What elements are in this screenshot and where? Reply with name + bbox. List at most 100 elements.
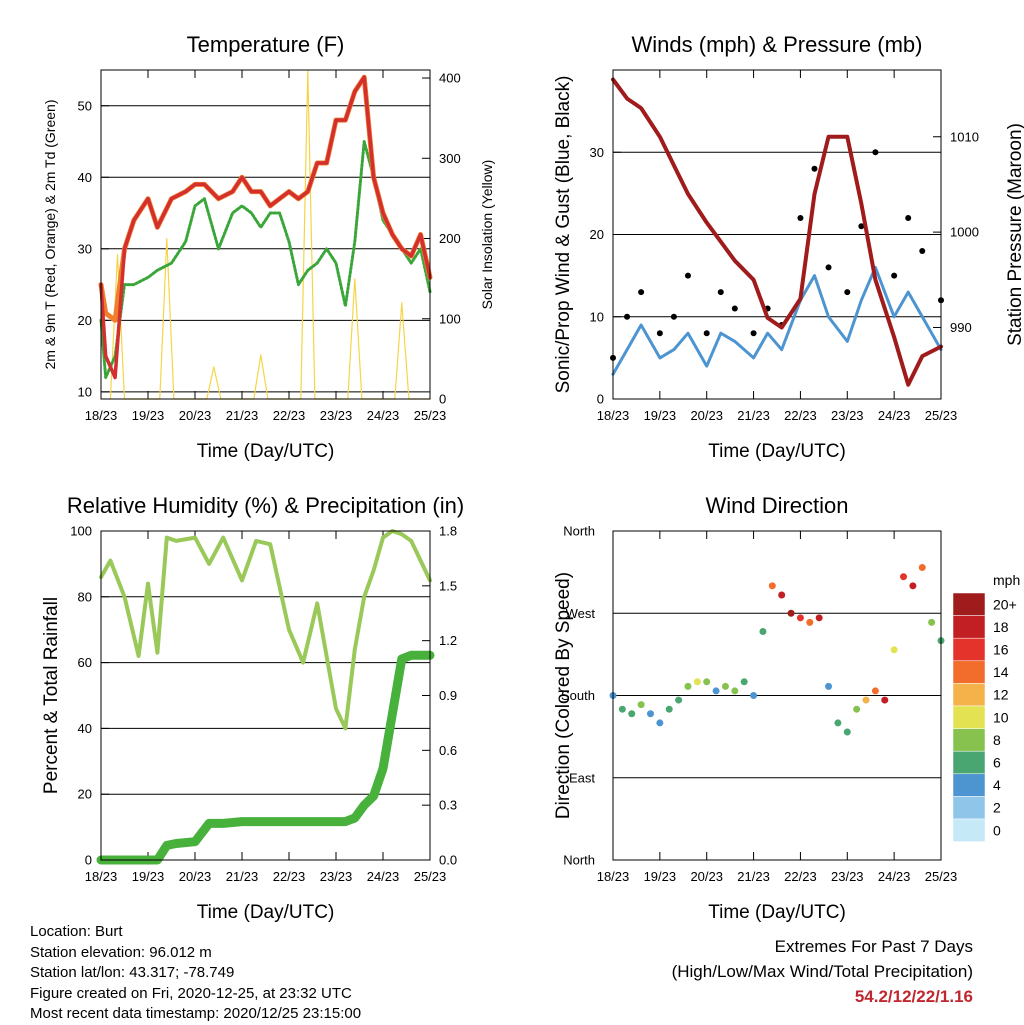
legend-label: 0 <box>993 822 1001 838</box>
gust-point <box>703 330 710 337</box>
direction-point <box>928 618 936 626</box>
y-right-tick-label: 300 <box>439 151 461 166</box>
direction-point <box>665 705 673 713</box>
gust-point <box>858 223 865 230</box>
wind-line <box>611 265 943 376</box>
legend-label: 2 <box>993 800 1001 816</box>
y-tick-label: North <box>563 524 595 539</box>
y-right-tick-label: 1000 <box>950 225 979 240</box>
x-axis-label: Time (Day/UTC) <box>708 902 846 923</box>
y-axis-right-label: Station Pressure (Maroon) <box>1005 123 1024 346</box>
legend-label: 10 <box>993 709 1009 725</box>
x-tick-label: 19/23 <box>132 869 165 884</box>
plot-frame <box>612 69 942 400</box>
x-tick-label: 23/23 <box>320 408 353 423</box>
station-info: Location: Burt Station elevation: 96.012… <box>30 922 361 1025</box>
y-tick-label: 50 <box>78 98 92 113</box>
legend-label: 14 <box>993 664 1009 680</box>
y-axis-label: Percent & Total Rainfall <box>41 597 62 794</box>
direction-point <box>656 719 664 727</box>
wind-direction-panel: Wind Direction Time (Day/UTC) Direction (C… <box>553 493 957 923</box>
y-axis-label: Direction (Colored By Speed) <box>553 572 574 819</box>
panel-title: Wind Direction <box>705 493 848 518</box>
x-tick-label: 24/23 <box>367 408 400 423</box>
y-tick-label: 30 <box>590 145 604 160</box>
y-tick-label: West <box>566 606 596 621</box>
direction-point <box>871 687 879 695</box>
gust-point <box>905 215 912 222</box>
plot-frame <box>100 530 431 861</box>
x-tick-label: 19/23 <box>132 408 165 423</box>
direction-point <box>637 701 645 709</box>
legend-label: 16 <box>993 642 1009 658</box>
gust-point <box>670 313 677 320</box>
legend-swatch <box>952 615 986 639</box>
y-right-tick-label: 1.8 <box>439 524 457 539</box>
gust-point <box>717 289 724 296</box>
legend-swatch <box>952 750 986 775</box>
direction-point <box>890 646 898 654</box>
panel-title: Winds (mph) & Pressure (mb) <box>632 32 923 57</box>
direction-point <box>712 687 720 695</box>
y-axis-label: 2m & 9m T (Red, Orange) & 2m Td (Green) <box>42 100 58 370</box>
direction-point <box>834 719 842 727</box>
winds-pressure-panel: Winds (mph) & Pressure (mb) Time (Day/UTC… <box>553 32 1024 462</box>
y-tick-label: 20 <box>78 787 92 802</box>
x-tick-label: 25/23 <box>414 408 447 423</box>
x-tick-label: 23/23 <box>320 869 353 884</box>
legend-swatch <box>952 660 986 684</box>
direction-point <box>740 678 748 686</box>
y-tick-label: 10 <box>78 384 92 399</box>
panel-title: Relative Humidity (%) & Precipitation (i… <box>67 493 464 518</box>
gust-point <box>811 165 818 172</box>
x-tick-label: 25/23 <box>925 869 958 884</box>
legend-label: 20+ <box>993 596 1017 612</box>
latlon-text: Station lat/lon: 43.317; -78.749 <box>30 964 235 981</box>
y-tick-label: 80 <box>78 589 92 604</box>
legend-swatch <box>952 728 986 752</box>
y-right-tick-label: 0.0 <box>439 853 457 868</box>
direction-point <box>815 614 823 622</box>
x-tick-label: 23/23 <box>831 408 864 423</box>
y-tick-label: 40 <box>78 170 92 185</box>
x-tick-label: 22/23 <box>273 869 306 884</box>
x-tick-label: 18/23 <box>85 408 118 423</box>
legend-swatch <box>952 773 986 797</box>
speed-color-legend: mph 20+ 18 16 14 12 10 8 6 4 2 0 <box>952 572 1020 842</box>
y-tick-label: North <box>563 853 595 868</box>
legend-swatch <box>952 796 986 820</box>
y-tick-label: 100 <box>70 524 92 539</box>
direction-point <box>759 628 767 636</box>
y-axis-right-label: Solar Insolation (Yellow) <box>479 160 495 310</box>
y-right-tick-label: 0.9 <box>439 688 457 703</box>
pressure-line <box>611 77 943 387</box>
y-axis-label: Sonic/Prop Wind & Gust (Blue, Black) <box>553 76 574 394</box>
direction-point <box>806 618 814 626</box>
x-tick-label: 21/23 <box>226 869 259 884</box>
gust-point <box>624 313 631 320</box>
x-tick-label: 18/23 <box>597 408 630 423</box>
x-tick-label: 19/23 <box>644 869 677 884</box>
gust-point <box>684 272 691 279</box>
direction-point <box>750 692 758 699</box>
direction-point <box>768 582 776 590</box>
y-right-tick-label: 0 <box>439 392 446 407</box>
humidity-precip-panel: Relative Humidity (%) & Precipitation (i… <box>41 493 464 923</box>
x-axis-label: Time (Day/UTC) <box>197 902 335 923</box>
extremes-values: 54.2/12/22/1.16 <box>854 987 973 1006</box>
legend-swatch <box>952 818 986 842</box>
gust-point <box>891 272 898 279</box>
x-tick-label: 24/23 <box>367 869 400 884</box>
y-right-tick-label: 990 <box>950 320 972 335</box>
direction-point <box>900 573 908 581</box>
legend-swatch <box>952 637 986 662</box>
temperature-panel: Temperature (F) Time (Day/UTC) 2m & 9m T (… <box>42 32 495 462</box>
direction-point <box>909 582 917 590</box>
direction-point <box>796 614 804 622</box>
location-text: Location: Burt <box>30 923 123 940</box>
direction-point <box>853 705 861 713</box>
y-right-tick-label: 1.2 <box>439 633 457 648</box>
gust-point <box>797 215 804 222</box>
direction-point <box>825 682 833 690</box>
